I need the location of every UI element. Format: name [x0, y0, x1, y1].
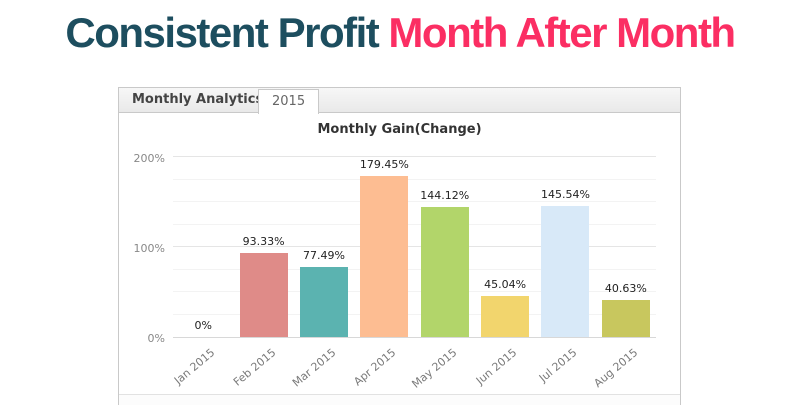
bar-value-label: 144.12%	[420, 189, 470, 203]
bar-may-2015[interactable]	[420, 207, 469, 337]
y-axis-tick: 200%	[133, 152, 165, 165]
bar-value-label: 179.45%	[359, 157, 409, 171]
headline: Consistent Profit Month After Month	[0, 6, 800, 61]
bar-value-label: 145.54%	[540, 188, 590, 202]
gridline	[173, 268, 656, 270]
gridline	[173, 178, 656, 180]
panel-footer-divider	[119, 394, 680, 395]
y-axis: 0% 100% 200%	[119, 152, 169, 345]
bar-aug-2015[interactable]	[601, 300, 650, 337]
headline-part1: Consistent Profit	[65, 9, 389, 56]
bar-value-label: 0%	[194, 319, 212, 332]
plot-area: 0% Jan 2015 93.33% Feb 2015 77.49% Mar 2015 17…	[172, 156, 656, 391]
bar-apr-2015[interactable]	[360, 175, 409, 337]
bar-value-label: 77.49%	[302, 249, 345, 263]
gridline	[173, 291, 656, 292]
panel-tab-bar: Monthly Analytics 2015	[119, 88, 680, 114]
gridline	[173, 246, 656, 247]
tab-2015[interactable]: 2015	[258, 89, 320, 114]
bar-value-label: 40.63%	[604, 282, 647, 296]
bar-value-label: 93.33%	[242, 235, 285, 249]
gridline	[173, 313, 656, 315]
bar-mar-2015[interactable]	[299, 267, 348, 337]
y-axis-tick: 100%	[133, 242, 165, 255]
analytics-panel: Monthly Analytics 2015 Monthly Gain(Chan…	[118, 87, 681, 405]
headline-part2: Month After Month	[388, 9, 736, 56]
panel-footer	[119, 395, 680, 405]
bar-jun-2015[interactable]	[481, 296, 530, 337]
panel-title: Monthly Analytics	[132, 92, 264, 107]
gridline	[173, 201, 656, 202]
gridline	[173, 156, 656, 157]
y-axis-tick: 0%	[147, 332, 165, 345]
bar-jul-2015[interactable]	[541, 206, 590, 337]
chart-title: Monthly Gain(Change)	[317, 122, 482, 137]
bar-value-label: 45.04%	[484, 278, 527, 292]
bar-feb-2015[interactable]	[239, 253, 288, 337]
gridline	[173, 223, 656, 225]
